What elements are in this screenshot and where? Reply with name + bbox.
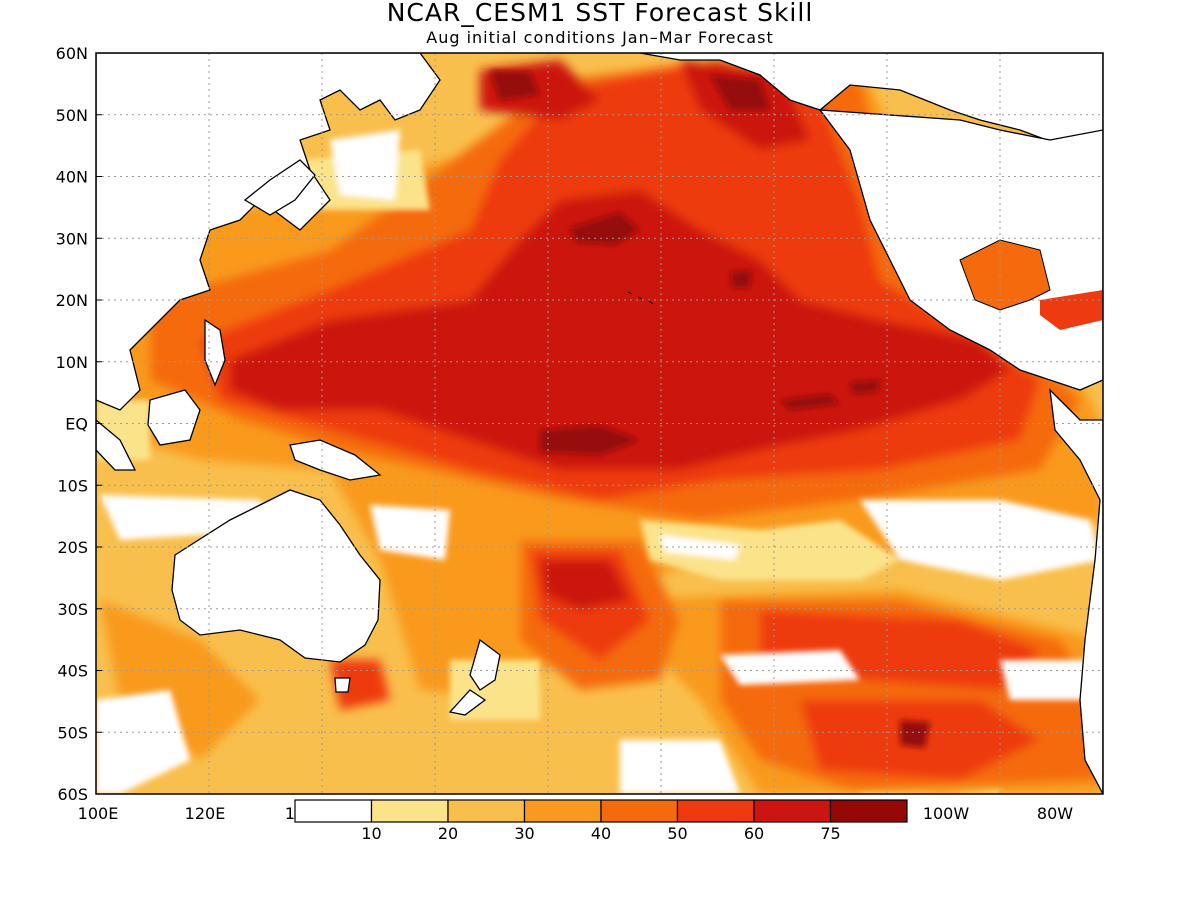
lon-tick-label: 80W <box>1037 804 1073 823</box>
longitude-axis: 100E 120E 1 100W 80W <box>78 804 1074 823</box>
colorbar-label: 30 <box>514 824 534 843</box>
landmass-new-zealand-south <box>448 689 487 716</box>
colorbar-swatch <box>523 799 602 823</box>
landmass-new-guinea <box>289 439 382 481</box>
latitude-axis: 60N 50N 40N 30N 20N 10N EQ 10S 20S 30S 40S 50S 60S <box>56 44 102 804</box>
colorbar-swatch <box>753 799 832 823</box>
chart-subtitle: Aug initial conditions Jan–Mar Forecast <box>426 28 774 47</box>
colorbar-swatch <box>447 799 526 823</box>
landmass-borneo <box>147 389 201 446</box>
colorbar-label: 75 <box>820 824 840 843</box>
colorbar-label: 40 <box>591 824 611 843</box>
lat-tick-label: 60N <box>56 44 88 63</box>
landmass-sumatra <box>96 419 137 471</box>
lat-tick-label: 40N <box>56 168 88 187</box>
landmass-japan <box>243 159 316 216</box>
landmass-philippines <box>204 318 226 387</box>
colorbar: 10 20 30 40 50 60 75 <box>294 799 908 843</box>
lat-tick-label: 30N <box>56 229 88 248</box>
landmass-new-zealand <box>469 638 501 691</box>
colorbar-label: 60 <box>744 824 764 843</box>
skill-field <box>96 53 1103 794</box>
lon-tick-label: 100W <box>923 804 970 823</box>
lat-tick-label: EQ <box>65 415 88 434</box>
lat-tick-label: 50S <box>57 723 88 742</box>
lat-tick-label: 10S <box>57 476 88 495</box>
land-masses <box>96 53 1103 794</box>
colorbar-label: 10 <box>361 824 381 843</box>
lat-tick-label: 30S <box>57 600 88 619</box>
colorbar-swatch <box>676 799 755 823</box>
colorbar-swatch <box>829 799 908 823</box>
lon-tick-label: 100E <box>78 804 119 823</box>
chart-title: NCAR_CESM1 SST Forecast Skill <box>386 0 814 27</box>
lon-tick-label: 120E <box>185 804 226 823</box>
lon-tick-label: 1 <box>285 804 295 823</box>
gulf-of-mexico <box>959 239 1051 311</box>
landmass-australia <box>171 489 381 663</box>
landmass-asia <box>96 53 441 411</box>
lat-tick-label: 60S <box>57 785 88 804</box>
lat-tick-label: 10N <box>56 353 88 372</box>
lat-tick-label: 40S <box>57 662 88 681</box>
landmass-south-america <box>1049 388 1103 794</box>
skill-peaks <box>490 70 930 748</box>
lat-tick-label: 20S <box>57 538 88 557</box>
colorbar-label: 50 <box>667 824 687 843</box>
lat-tick-label: 20N <box>56 291 88 310</box>
colorbar-label: 20 <box>438 824 458 843</box>
landmass-north-america <box>818 109 1103 391</box>
lat-tick-label: 50N <box>56 106 88 125</box>
colorbar-swatch <box>600 799 679 823</box>
hawaii-islands <box>627 291 654 305</box>
colorbar-swatch <box>370 799 449 823</box>
colorbar-swatch <box>294 799 373 823</box>
landmass-tasmania <box>334 677 351 693</box>
